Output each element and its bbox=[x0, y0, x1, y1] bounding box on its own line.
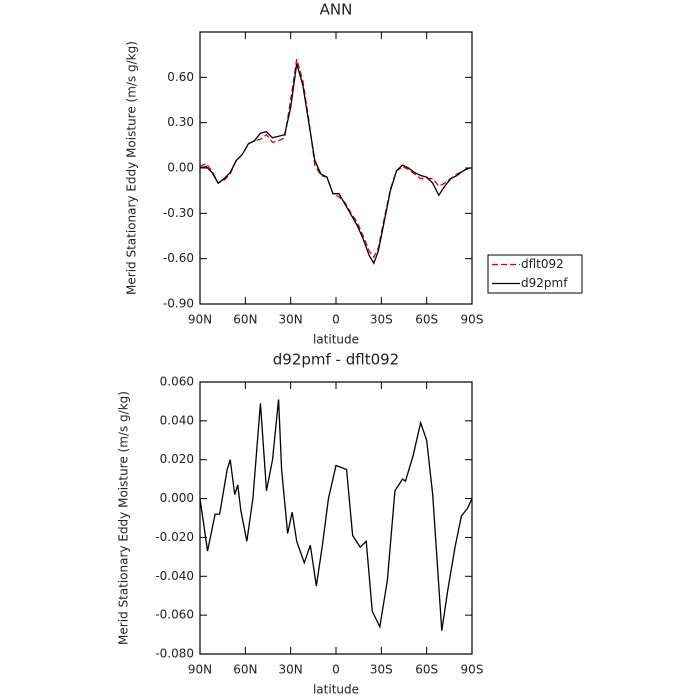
y-tick-label: 0.00 bbox=[167, 161, 194, 175]
legend-label: d92pmf bbox=[521, 276, 568, 290]
legend-label: dflt092 bbox=[521, 257, 564, 271]
y-tick-label: 0.020 bbox=[160, 452, 194, 466]
y-tick-label: -0.60 bbox=[163, 251, 194, 265]
y-tick-label: -0.30 bbox=[163, 206, 194, 220]
y-tick-label: 0.60 bbox=[167, 70, 194, 84]
x-tick-label: 30S bbox=[370, 663, 393, 677]
y-tick-label: -0.90 bbox=[163, 297, 194, 311]
x-tick-label: 30S bbox=[370, 313, 393, 327]
x-tick-label: 30N bbox=[279, 663, 303, 677]
x-tick-label: 90S bbox=[461, 313, 484, 327]
x-tick-label: 0 bbox=[332, 663, 340, 677]
x-tick-label: 60S bbox=[415, 663, 438, 677]
x-tick-label: 90N bbox=[188, 663, 212, 677]
x-tick-label: 60N bbox=[233, 663, 257, 677]
x-axis-label: latitude bbox=[313, 333, 359, 347]
chart-title: ANN bbox=[320, 1, 353, 19]
x-tick-label: 60N bbox=[233, 313, 257, 327]
chart-title: d92pmf - dflt092 bbox=[273, 351, 399, 369]
y-tick-label: 0.040 bbox=[160, 413, 194, 427]
y-tick-label: 0.30 bbox=[167, 115, 194, 129]
y-axis-label: Merid Stationary Eddy Moisture (m/s g/kg… bbox=[125, 41, 139, 295]
x-tick-label: 60S bbox=[415, 313, 438, 327]
x-tick-label: 90N bbox=[188, 313, 212, 327]
y-tick-label: -0.080 bbox=[155, 647, 194, 661]
data-line bbox=[199, 59, 472, 259]
x-tick-label: 0 bbox=[332, 313, 340, 327]
data-line bbox=[199, 63, 472, 265]
y-axis-label: Merid Stationary Eddy Moisture (m/s g/kg… bbox=[117, 391, 131, 645]
x-axis-label: latitude bbox=[313, 683, 359, 697]
y-tick-label: -0.020 bbox=[155, 530, 194, 544]
y-tick-label: -0.040 bbox=[155, 569, 194, 583]
x-tick-label: 30N bbox=[279, 313, 303, 327]
y-tick-label: 0.060 bbox=[160, 375, 194, 389]
data-line bbox=[199, 399, 473, 631]
x-tick-label: 90S bbox=[461, 663, 484, 677]
legend-box bbox=[487, 254, 583, 294]
y-tick-label: 0.000 bbox=[160, 491, 194, 505]
plot-frame bbox=[199, 381, 473, 655]
plot-frame bbox=[199, 31, 473, 305]
y-tick-label: -0.060 bbox=[155, 608, 194, 622]
